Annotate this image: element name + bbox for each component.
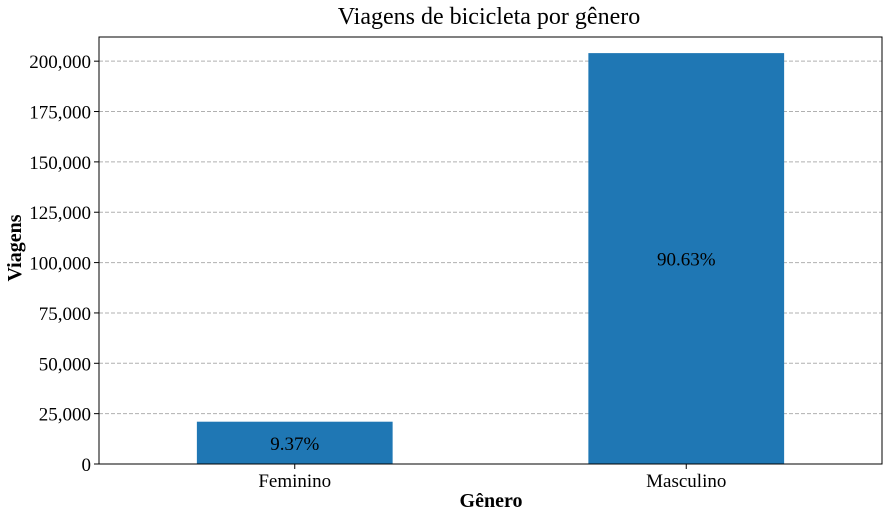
y-axis-label: Viagens (4, 214, 26, 281)
y-tick-label: 50,000 (39, 354, 91, 375)
bar-masculino (588, 53, 785, 464)
y-tick-label: 125,000 (29, 203, 91, 224)
gridlines (99, 60, 882, 415)
x-tick-label: Feminino (258, 471, 331, 492)
x-axis-ticks: Feminino Masculino (258, 464, 726, 492)
plot-frame (98, 36, 883, 465)
y-tick-label: 25,000 (39, 405, 91, 426)
y-tick-label: 100,000 (29, 254, 91, 275)
y-axis-ticks: 0 25,000 50,000 75,000 100,000 125,000 150,000… (29, 52, 99, 476)
bar-percent-label: 90.63% (657, 250, 716, 271)
bar-percent-label: 9.37% (270, 434, 319, 455)
x-axis-label: Gênero (460, 490, 523, 512)
y-tick-label: 175,000 (29, 103, 91, 124)
y-tick-label: 0 (82, 455, 92, 476)
y-tick-label: 75,000 (39, 304, 91, 325)
bars: 9.37% 90.63% (196, 53, 785, 464)
y-tick-label: 200,000 (29, 52, 91, 73)
x-tick-label: Masculino (646, 471, 726, 492)
y-tick-label: 150,000 (29, 153, 91, 174)
bar-feminino (196, 421, 393, 464)
chart-title: Viagens de bicicleta por gênero (338, 4, 640, 30)
